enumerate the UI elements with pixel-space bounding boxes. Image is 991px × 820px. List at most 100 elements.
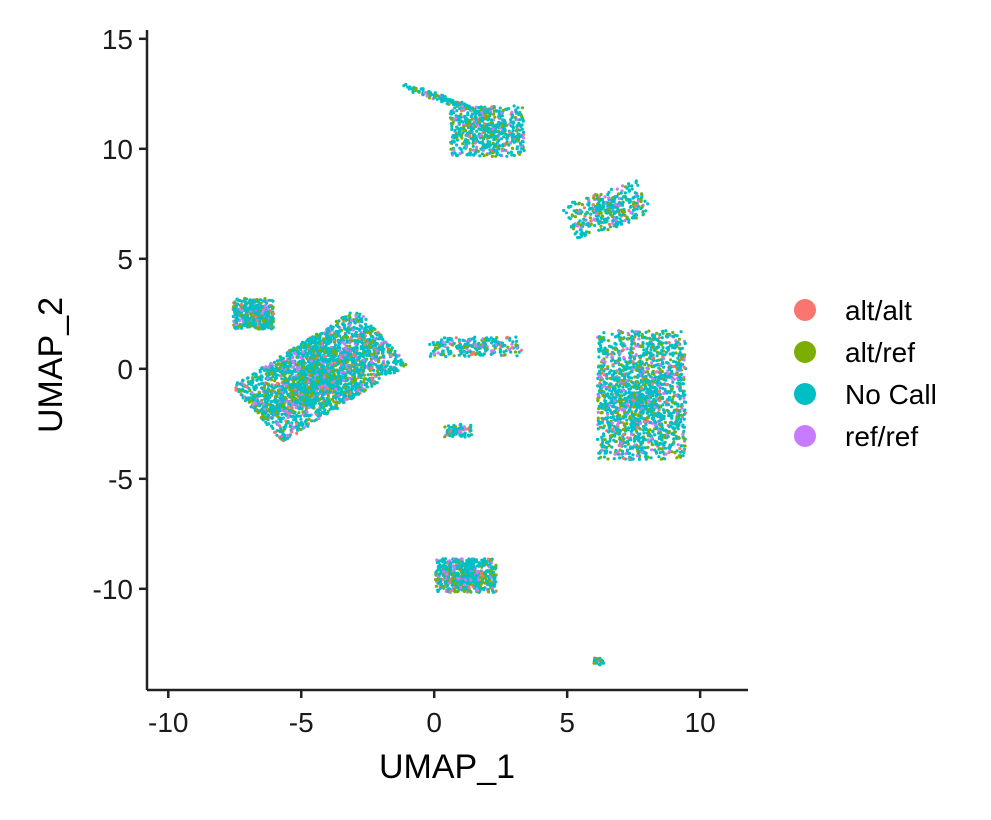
data-point <box>315 379 320 383</box>
data-point <box>654 375 658 379</box>
data-point <box>311 399 315 403</box>
data-point <box>669 414 674 418</box>
data-point <box>339 381 343 385</box>
data-point <box>364 339 368 343</box>
data-point <box>262 386 266 390</box>
data-point <box>643 405 647 409</box>
data-point <box>267 323 271 327</box>
data-point <box>677 352 681 356</box>
data-point <box>317 334 321 338</box>
data-point <box>339 389 344 394</box>
data-point <box>365 381 369 386</box>
data-point <box>280 388 284 392</box>
data-point <box>361 354 366 359</box>
data-point <box>363 366 367 370</box>
data-point <box>284 413 288 417</box>
data-point <box>596 396 600 400</box>
data-point <box>651 342 655 346</box>
data-point <box>305 410 309 414</box>
data-point <box>672 364 676 369</box>
data-point <box>251 376 255 380</box>
data-point <box>645 347 649 351</box>
data-point <box>344 332 348 336</box>
data-point <box>601 365 605 369</box>
data-point <box>249 312 253 316</box>
data-point <box>631 414 635 418</box>
data-point <box>250 305 254 309</box>
data-point <box>597 369 602 373</box>
data-point <box>682 417 686 421</box>
data-point <box>630 337 635 341</box>
data-point <box>302 341 306 345</box>
data-point <box>635 454 640 458</box>
data-point <box>635 425 639 429</box>
data-point <box>323 384 327 388</box>
data-point <box>269 384 273 388</box>
data-point <box>659 433 663 437</box>
data-point <box>242 389 247 393</box>
data-point <box>271 305 275 309</box>
data-point <box>319 332 323 336</box>
data-point <box>646 391 650 395</box>
data-point <box>637 433 641 437</box>
data-point <box>307 417 311 421</box>
data-point <box>328 348 332 352</box>
data-point <box>291 349 295 353</box>
data-point <box>256 300 260 304</box>
data-point <box>630 334 634 338</box>
data-point <box>681 423 685 427</box>
data-point <box>278 370 282 374</box>
data-point <box>240 299 244 303</box>
data-point <box>613 347 618 351</box>
data-point <box>664 452 668 456</box>
data-point <box>637 330 641 334</box>
data-point <box>596 384 600 388</box>
data-point <box>278 366 282 370</box>
data-point <box>626 442 631 446</box>
data-point <box>613 399 617 403</box>
data-point <box>255 303 259 308</box>
data-point <box>255 306 259 310</box>
data-point <box>258 298 262 302</box>
data-point <box>608 436 613 440</box>
data-point <box>259 408 263 412</box>
data-point <box>647 380 651 384</box>
data-point <box>661 329 665 333</box>
data-point <box>667 425 671 429</box>
data-point <box>287 377 291 381</box>
data-point <box>393 349 397 353</box>
data-point <box>300 359 304 363</box>
data-point <box>631 360 635 364</box>
data-point <box>345 378 349 382</box>
data-point <box>652 408 656 412</box>
data-point <box>644 422 648 426</box>
data-point <box>307 406 311 410</box>
data-point <box>257 377 261 381</box>
data-point <box>680 356 684 360</box>
data-point <box>238 382 242 386</box>
data-point <box>360 338 364 342</box>
data-point <box>263 417 268 421</box>
data-point <box>309 370 313 374</box>
data-point <box>329 337 333 341</box>
data-point <box>663 457 667 461</box>
data-point <box>632 341 637 345</box>
data-point <box>288 433 292 437</box>
data-point <box>612 417 616 421</box>
data-point <box>363 343 367 347</box>
data-point <box>622 356 626 360</box>
data-point <box>660 349 664 353</box>
data-point <box>657 384 662 388</box>
data-point <box>352 368 356 372</box>
data-point <box>371 379 375 383</box>
data-point <box>657 342 661 346</box>
data-point <box>269 376 273 380</box>
data-point <box>609 369 613 373</box>
data-point <box>352 359 356 363</box>
data-point <box>665 403 669 407</box>
data-point <box>655 331 659 335</box>
data-point <box>659 457 664 461</box>
data-point <box>622 456 626 460</box>
data-point <box>297 392 301 396</box>
data-point <box>677 366 681 370</box>
